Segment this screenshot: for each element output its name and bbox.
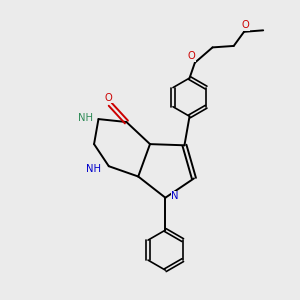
Text: N: N: [171, 191, 178, 201]
Text: O: O: [105, 93, 113, 103]
Text: NH: NH: [78, 112, 93, 123]
Text: O: O: [188, 51, 195, 61]
Text: NH: NH: [86, 164, 101, 173]
Text: O: O: [242, 20, 249, 30]
